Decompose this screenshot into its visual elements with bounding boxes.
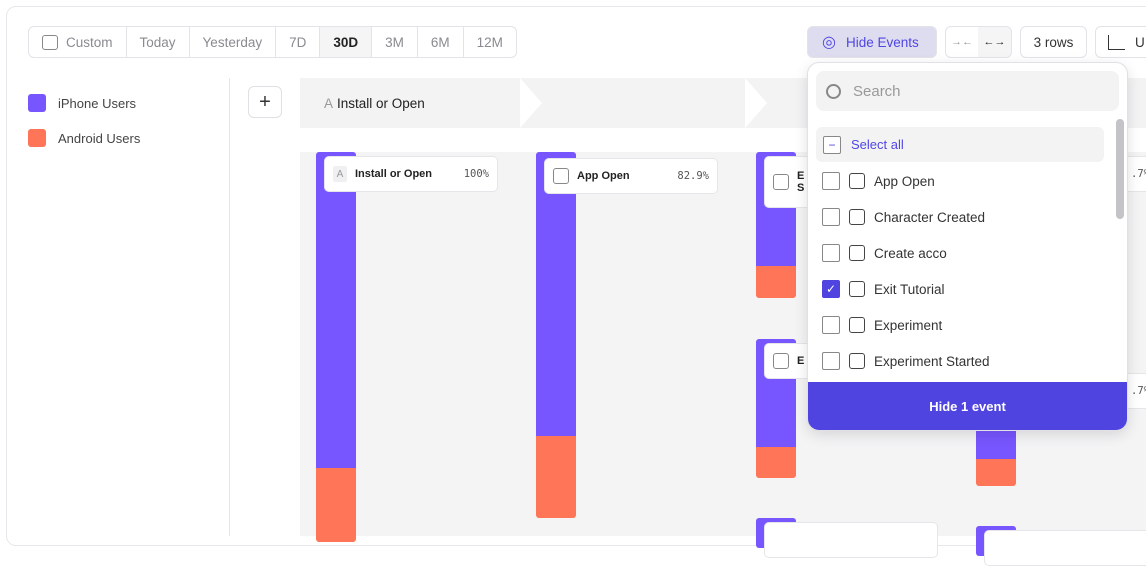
legend: iPhone Users Android Users — [28, 94, 140, 164]
event-cursor-icon — [849, 353, 865, 369]
hide-events-dropdown: Search − Select all App Open Character Cr… — [807, 62, 1128, 431]
hide-events-confirm-button[interactable]: Hide 1 event — [808, 382, 1127, 430]
node-bar[interactable] — [316, 152, 356, 542]
list-item[interactable]: ✓ Exit Tutorial — [822, 271, 1102, 307]
event-cursor-icon — [849, 173, 865, 189]
checkbox[interactable] — [822, 208, 840, 226]
date-3m[interactable]: 3M — [372, 27, 418, 57]
list-item[interactable]: Experiment Started — [822, 343, 1102, 379]
date-today[interactable]: Today — [127, 27, 190, 57]
checkbox[interactable] — [822, 352, 840, 370]
event-cursor-icon — [773, 353, 789, 369]
hide-events-button[interactable]: ◎ Hide Events — [807, 26, 937, 58]
node-card[interactable] — [984, 530, 1146, 566]
search-icon — [826, 83, 841, 99]
rows-button[interactable]: 3 rows — [1020, 26, 1087, 58]
chart-type-button[interactable]: U — [1095, 26, 1146, 58]
select-all-option[interactable]: − Select all — [816, 127, 1104, 162]
scrollbar[interactable] — [1116, 119, 1124, 219]
step-a[interactable]: A Install or Open — [324, 96, 425, 111]
date-12m[interactable]: 12M — [476, 34, 503, 50]
add-step-button[interactable]: + — [248, 86, 282, 118]
checkbox[interactable] — [822, 244, 840, 262]
event-cursor-icon — [849, 209, 865, 225]
event-cursor-icon — [773, 174, 789, 190]
node-bar[interactable] — [536, 152, 576, 518]
list-item[interactable]: Create acco — [822, 235, 1102, 271]
calendar-icon — [42, 34, 58, 50]
list-item[interactable]: App Open — [822, 163, 1102, 199]
expand-collapse-toggle: →← ←→ — [945, 26, 1012, 58]
swatch — [28, 129, 46, 147]
checkbox[interactable] — [822, 316, 840, 334]
node-card[interactable]: App Open 82.9% — [544, 158, 718, 194]
list-item[interactable]: Experiment — [822, 307, 1102, 343]
date-30d[interactable]: 30D — [320, 27, 373, 57]
node-bar[interactable] — [756, 339, 796, 478]
search-input[interactable]: Search — [816, 71, 1119, 111]
divider — [229, 78, 230, 536]
swatch — [28, 94, 46, 112]
event-list: App Open Character Created Create acco ✓… — [822, 163, 1102, 381]
eye-off-icon: ◎ — [822, 34, 836, 51]
expand-icon[interactable]: ←→ — [978, 27, 1011, 57]
event-cursor-icon — [849, 245, 865, 261]
date-7d[interactable]: 7D — [276, 27, 321, 57]
step-chevron — [745, 78, 767, 128]
date-6m[interactable]: 6M — [418, 27, 464, 57]
step-chevron — [520, 78, 542, 128]
legend-item-iphone[interactable]: iPhone Users — [28, 94, 140, 112]
date-custom[interactable]: Custom — [29, 27, 127, 57]
list-item[interactable]: Character Created — [822, 199, 1102, 235]
legend-item-android[interactable]: Android Users — [28, 129, 140, 147]
node-card[interactable] — [764, 522, 938, 558]
select-all-checkbox[interactable]: − — [823, 135, 841, 154]
date-range-selector: Custom Today Yesterday 7D 30D 3M 6M 12M — [28, 26, 517, 58]
step-badge: A — [333, 166, 347, 182]
event-cursor-icon — [849, 281, 865, 297]
collapse-icon[interactable]: →← — [951, 36, 973, 48]
event-cursor-icon — [553, 168, 569, 184]
event-cursor-icon — [849, 317, 865, 333]
chart-icon — [1108, 34, 1125, 50]
node-card[interactable]: A Install or Open 100% — [324, 156, 498, 192]
date-yesterday[interactable]: Yesterday — [190, 27, 277, 57]
checkbox[interactable] — [822, 172, 840, 190]
checkbox-checked[interactable]: ✓ — [822, 280, 840, 298]
